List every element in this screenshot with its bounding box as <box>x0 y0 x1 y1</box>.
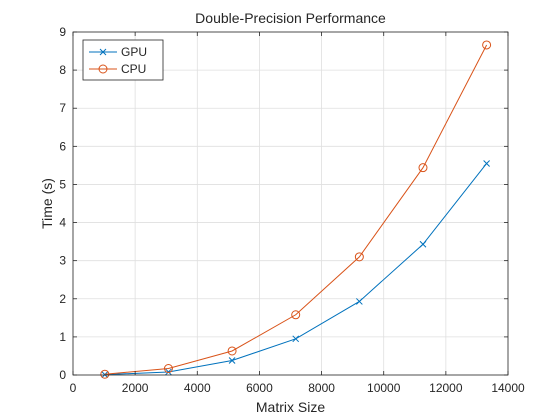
series-gpu <box>101 160 490 378</box>
series-cpu-point <box>482 40 492 50</box>
x-tick-label: 8000 <box>308 381 335 395</box>
y-tick-label: 0 <box>59 368 66 382</box>
x-tick-label: 4000 <box>184 381 211 395</box>
y-tick-label: 5 <box>59 177 66 191</box>
series-cpu-line <box>104 44 488 375</box>
legend-marker-gpu <box>99 48 107 56</box>
y-tick-label: 2 <box>59 292 66 306</box>
legend-label-cpu: CPU <box>121 62 146 76</box>
legend: GPU CPU <box>82 39 164 81</box>
series-gpu-point-stroke-b <box>419 240 427 248</box>
series-cpu-point <box>100 369 110 379</box>
x-tick-label: 0 <box>70 381 77 395</box>
chart-title: Double-Precision Performance <box>195 10 386 26</box>
series-gpu-point <box>228 357 236 364</box>
series-cpu-point <box>291 310 301 320</box>
ticks: 0 2000 4000 6000 8000 10000 12000 14000 0 1 2 3 4 5 6 7… <box>59 25 525 395</box>
y-tick-label: 9 <box>59 25 66 39</box>
series-gpu-point-stroke-b <box>228 357 236 364</box>
series-gpu-point <box>356 298 363 305</box>
legend-box <box>82 39 164 81</box>
y-tick-label: 7 <box>59 101 66 115</box>
x-tick-label: 10000 <box>367 381 401 395</box>
series-cpu-point <box>418 163 428 173</box>
legend-marker-cpu <box>98 64 108 74</box>
y-tick-label: 6 <box>59 139 66 153</box>
series-gpu-point <box>165 368 172 376</box>
series-gpu-point-stroke-b <box>483 160 490 167</box>
series-gpu-point-stroke-b <box>356 298 363 305</box>
y-tick-label: 4 <box>59 216 66 230</box>
legend-label-gpu: GPU <box>121 45 147 59</box>
series-cpu-point <box>163 364 173 374</box>
y-tick-label: 8 <box>59 63 66 77</box>
plot-frame <box>72 31 509 376</box>
legend-marker-gpu-stroke-b <box>99 48 107 56</box>
y-tick-label: 3 <box>59 254 66 268</box>
series-layer <box>100 40 492 379</box>
series-gpu-point-stroke-b <box>292 335 300 343</box>
series-gpu-point <box>483 160 490 167</box>
series-gpu-point <box>419 240 427 248</box>
series-gpu-point-stroke-b <box>165 368 172 376</box>
series-cpu-point <box>227 346 237 356</box>
series-cpu-point <box>354 252 364 262</box>
series-cpu <box>100 40 492 379</box>
x-tick-label: 6000 <box>246 381 273 395</box>
y-axis-label: Time (s) <box>39 178 55 229</box>
x-tick-label: 2000 <box>122 381 149 395</box>
x-axis-label: Matrix Size <box>256 399 325 415</box>
x-tick-label: 12000 <box>429 381 463 395</box>
x-tick-label: 14000 <box>491 381 525 395</box>
y-tick-label: 1 <box>59 330 66 344</box>
plot-area <box>73 32 508 375</box>
series-gpu-point <box>292 335 300 343</box>
